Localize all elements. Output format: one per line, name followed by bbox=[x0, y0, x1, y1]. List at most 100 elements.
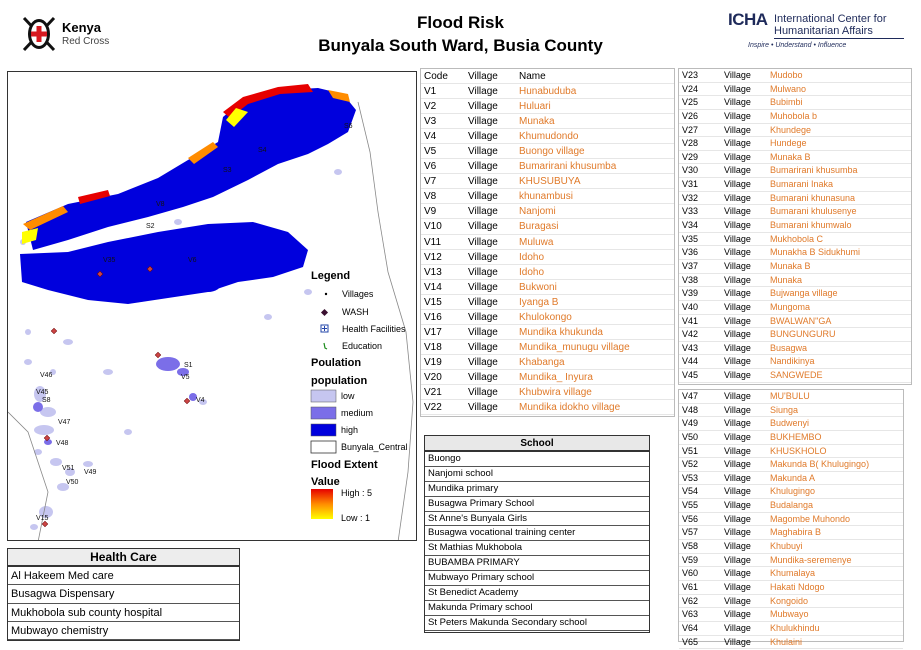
boundary-lines bbox=[8, 101, 414, 540]
flood-gradient-swatch bbox=[311, 489, 333, 519]
village-village: Village bbox=[468, 116, 498, 128]
flood-extent-areas bbox=[22, 84, 350, 244]
village-village: Village bbox=[724, 110, 751, 121]
village-village: Village bbox=[468, 371, 498, 383]
village-village: Village bbox=[724, 472, 751, 483]
village-row: V43 Village Busagwa bbox=[679, 342, 911, 356]
dot-icon bbox=[324, 292, 328, 296]
map-label-s1: S1 bbox=[184, 362, 193, 369]
map-label-v50: V50 bbox=[66, 479, 79, 486]
village-row: V8 Village khunambusi bbox=[421, 189, 674, 205]
village-village: Village bbox=[468, 356, 498, 368]
village-name: Mudobo bbox=[770, 70, 803, 80]
swatch-bunyala-central bbox=[310, 440, 337, 454]
icha-name-line2: Humanitarian Affairs bbox=[774, 25, 873, 37]
village-code: V2 bbox=[424, 101, 437, 113]
school-row: Mundika primary bbox=[425, 482, 649, 497]
village-village: Village bbox=[468, 191, 498, 203]
village-code: V8 bbox=[424, 191, 437, 203]
village-code: V43 bbox=[682, 342, 699, 353]
village-name: Khulugingo bbox=[770, 486, 816, 497]
school-row: St Peters Makunda Secondary school bbox=[425, 616, 649, 631]
village-village: Village bbox=[468, 206, 498, 218]
village-name: Budwenyi bbox=[770, 418, 810, 429]
village-village: Village bbox=[724, 568, 751, 579]
village-name: Bumarani khulusenye bbox=[770, 206, 857, 217]
high-population-areas bbox=[20, 88, 356, 304]
village-village: Village bbox=[468, 386, 498, 398]
legend-population-sub: population bbox=[311, 375, 367, 387]
map-title: Flood Risk bbox=[417, 13, 504, 32]
village-code: V25 bbox=[682, 97, 699, 108]
village-village: Village bbox=[724, 554, 751, 565]
legend-education: Education bbox=[342, 341, 382, 351]
village-village: Village bbox=[468, 236, 498, 248]
village-row: V55 Village Budalanga bbox=[679, 499, 903, 513]
village-name: Munakha B Sidukhumi bbox=[770, 247, 861, 258]
flood-risk-map[interactable]: V46 V45 S8 V47 V48 V51 V50 V49 V15 S1 V5… bbox=[7, 71, 417, 541]
village-code: V1 bbox=[424, 86, 437, 98]
village-code: V36 bbox=[682, 247, 699, 258]
village-name: Mungoma bbox=[770, 301, 811, 312]
village-village: Village bbox=[468, 326, 498, 338]
village-code: V59 bbox=[682, 554, 699, 565]
low-population-areas bbox=[20, 169, 342, 530]
village-code: V37 bbox=[682, 260, 699, 271]
village-row: V25 Village Bubimbi bbox=[679, 96, 911, 110]
school-table: School Buongo Nanjomi school Mundika prima… bbox=[424, 435, 650, 633]
health-row: Busagwa Dispensary bbox=[8, 585, 239, 604]
village-code: V18 bbox=[424, 341, 442, 353]
village-row: V6 Village Bumarirani khusumba bbox=[421, 159, 674, 175]
icha-underline bbox=[774, 38, 904, 39]
village-code: V16 bbox=[424, 311, 442, 323]
village-village: Village bbox=[468, 251, 498, 263]
village-code: V30 bbox=[682, 165, 699, 176]
village-row: V38 Village Munaka bbox=[679, 274, 911, 288]
map-label-s6: S6 bbox=[344, 123, 353, 130]
village-village: Village bbox=[724, 274, 751, 285]
village-row: V56 Village Magombe Muhondo bbox=[679, 513, 903, 527]
cross-square-icon bbox=[320, 324, 329, 333]
village-name: Mundika_ Inyura bbox=[519, 371, 593, 383]
village-code: V22 bbox=[424, 402, 442, 414]
village-code: V39 bbox=[682, 288, 699, 299]
village-row: V50 Village BUKHEMBO bbox=[679, 431, 903, 445]
village-name: SANGWEDE bbox=[770, 370, 823, 381]
village-row: V28 Village Hundege bbox=[679, 137, 911, 151]
village-name: KHUSKHOLO bbox=[770, 445, 827, 456]
legend-wash: WASH bbox=[342, 307, 369, 317]
village-row: V3 Village Munaka bbox=[421, 114, 674, 130]
map-label-s4: S4 bbox=[258, 147, 267, 154]
village-row: V20 Village Mundika_ Inyura bbox=[421, 370, 674, 385]
map-label-v51: V51 bbox=[62, 465, 75, 472]
village-name: Busagwa bbox=[770, 342, 808, 353]
village-code: V51 bbox=[682, 445, 699, 456]
village-village: Village bbox=[724, 138, 751, 149]
village-code: V40 bbox=[682, 301, 699, 312]
village-row: V2 Village Huluari bbox=[421, 99, 674, 115]
village-code: V44 bbox=[682, 356, 699, 367]
village-name: Mubwayo bbox=[770, 609, 809, 620]
village-name: khunambusi bbox=[519, 191, 573, 203]
village-code: V14 bbox=[424, 281, 442, 293]
village-row: V63 Village Mubwayo bbox=[679, 608, 903, 622]
village-code: V35 bbox=[682, 233, 699, 244]
village-row: V10 Village Buragasi bbox=[421, 219, 674, 235]
village-row: V64 Village Khulukhindu bbox=[679, 622, 903, 636]
school-row: St Benedict Academy bbox=[425, 586, 649, 601]
village-name: Mukhobola C bbox=[770, 233, 824, 244]
village-code: V53 bbox=[682, 472, 699, 483]
village-name: Munaka B bbox=[770, 151, 811, 162]
village-code: V12 bbox=[424, 251, 442, 263]
village-code: V28 bbox=[682, 138, 699, 149]
village-village: Village bbox=[468, 402, 498, 414]
village-village: Village bbox=[724, 124, 751, 135]
village-name: Khulaini bbox=[770, 636, 803, 647]
icha-tagline: Inspire • Understand • Influence bbox=[748, 42, 847, 49]
village-row: V21 Village Khubwira village bbox=[421, 385, 674, 401]
school-header: School bbox=[425, 436, 649, 452]
village-name: Iyanga B bbox=[519, 296, 559, 308]
village-village: Village bbox=[468, 176, 498, 188]
health-care-table: Health Care Al Hakeem Med care Busagwa Di… bbox=[7, 548, 240, 641]
village-village: Village bbox=[724, 431, 751, 442]
